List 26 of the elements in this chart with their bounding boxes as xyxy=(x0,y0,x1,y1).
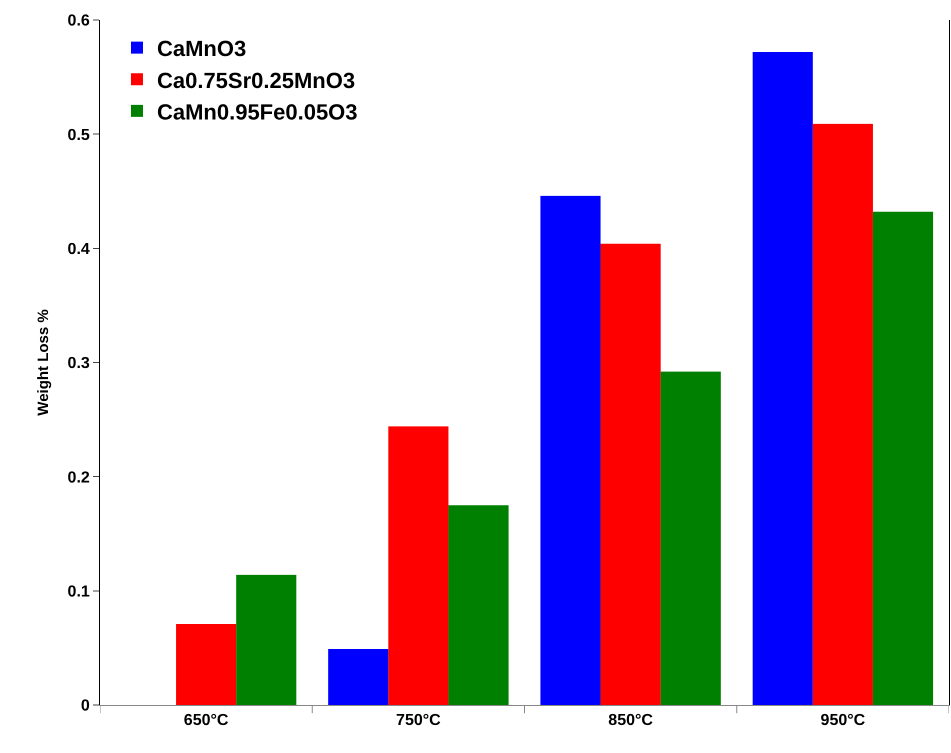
y-tick-label: 0.5 xyxy=(68,126,90,144)
y-tick-label: 0.4 xyxy=(68,240,90,258)
bar xyxy=(872,212,934,705)
y-tick-label: 0.1 xyxy=(68,583,90,600)
legend-label: Ca0.75Sr0.25MnO3 xyxy=(156,68,356,93)
bar xyxy=(176,624,236,705)
legend-label: CaMn0.95Fe0.05O3 xyxy=(156,99,358,124)
bar xyxy=(236,574,296,705)
bar xyxy=(388,426,448,705)
bar xyxy=(540,196,601,705)
bar xyxy=(328,649,388,705)
y-tick-label: 0.2 xyxy=(68,469,90,486)
bar xyxy=(812,124,873,705)
bar xyxy=(600,244,661,705)
x-tick-label: 750°C xyxy=(396,712,442,730)
x-tick-label: 650°C xyxy=(184,712,229,730)
x-tick-label: 950°C xyxy=(820,712,866,730)
bar xyxy=(752,52,813,705)
bar xyxy=(448,505,509,705)
y-tick-label: 0.3 xyxy=(68,355,90,372)
x-tick-label: 850°C xyxy=(608,712,654,730)
legend-label: CaMnO3 xyxy=(156,36,246,62)
y-axis-title: Weight Loss % xyxy=(34,309,52,416)
bar xyxy=(660,372,721,705)
y-tick-label: 0.6 xyxy=(68,12,90,30)
y-tick-label: 0 xyxy=(80,698,90,715)
